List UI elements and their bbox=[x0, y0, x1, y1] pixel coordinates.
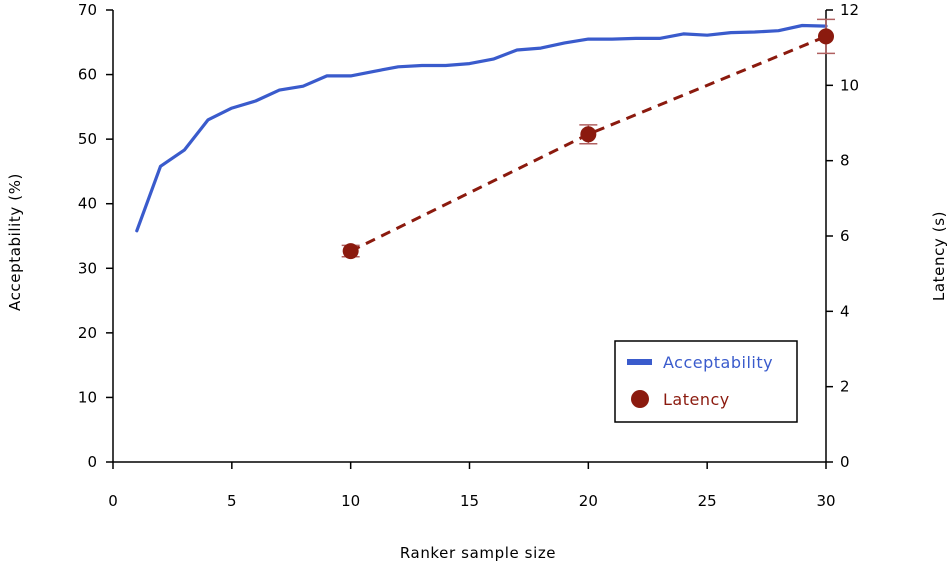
legend-latency-marker bbox=[631, 390, 649, 408]
series-layer bbox=[135, 18, 835, 260]
x-tick-label: 15 bbox=[460, 492, 479, 510]
right-y-tick-label: 2 bbox=[840, 378, 850, 396]
latency-data-point bbox=[580, 126, 597, 143]
acceptability-series-line bbox=[135, 23, 828, 233]
right-y-tick-label: 0 bbox=[840, 453, 850, 471]
legend-box bbox=[614, 340, 798, 423]
legend-acceptability-label: Acceptability bbox=[663, 353, 773, 372]
left-y-axis-ticks: 0 10 20 30 40 50 60 70 bbox=[78, 1, 113, 471]
right-y-tick-label: 12 bbox=[840, 1, 859, 19]
x-tick-label: 30 bbox=[816, 492, 835, 510]
x-tick-label: 0 bbox=[108, 492, 118, 510]
left-y-tick-label: 40 bbox=[78, 195, 97, 213]
x-tick-label: 5 bbox=[227, 492, 237, 510]
right-y-tick-label: 4 bbox=[840, 302, 850, 320]
left-y-tick-label: 10 bbox=[78, 388, 97, 406]
right-y-tick-label: 6 bbox=[840, 227, 850, 245]
legend-latency-label: Latency bbox=[663, 390, 730, 409]
latency-data-point bbox=[342, 243, 359, 260]
x-tick-label: 25 bbox=[698, 492, 717, 510]
left-y-axis-label: Acceptability (%) bbox=[6, 173, 24, 311]
left-y-tick-label: 20 bbox=[78, 324, 97, 342]
right-y-tick-label: 8 bbox=[840, 152, 850, 170]
right-y-axis-label: Latency (s) bbox=[930, 211, 948, 301]
x-tick-label: 20 bbox=[579, 492, 598, 510]
left-y-tick-label: 30 bbox=[78, 259, 97, 277]
x-axis-ticks: 0 5 10 15 20 25 30 bbox=[108, 462, 836, 510]
left-y-tick-label: 0 bbox=[87, 453, 97, 471]
left-y-tick-label: 50 bbox=[78, 130, 97, 148]
right-y-axis-ticks: 0 2 4 6 8 10 12 bbox=[826, 1, 859, 471]
legend: Acceptability Latency bbox=[614, 340, 798, 423]
left-y-tick-label: 60 bbox=[78, 66, 97, 84]
left-y-tick-label: 70 bbox=[78, 1, 97, 19]
x-tick-label: 10 bbox=[341, 492, 360, 510]
right-y-tick-label: 10 bbox=[840, 76, 859, 94]
x-axis-label: Ranker sample size bbox=[400, 544, 556, 562]
latency-data-point bbox=[818, 28, 834, 45]
